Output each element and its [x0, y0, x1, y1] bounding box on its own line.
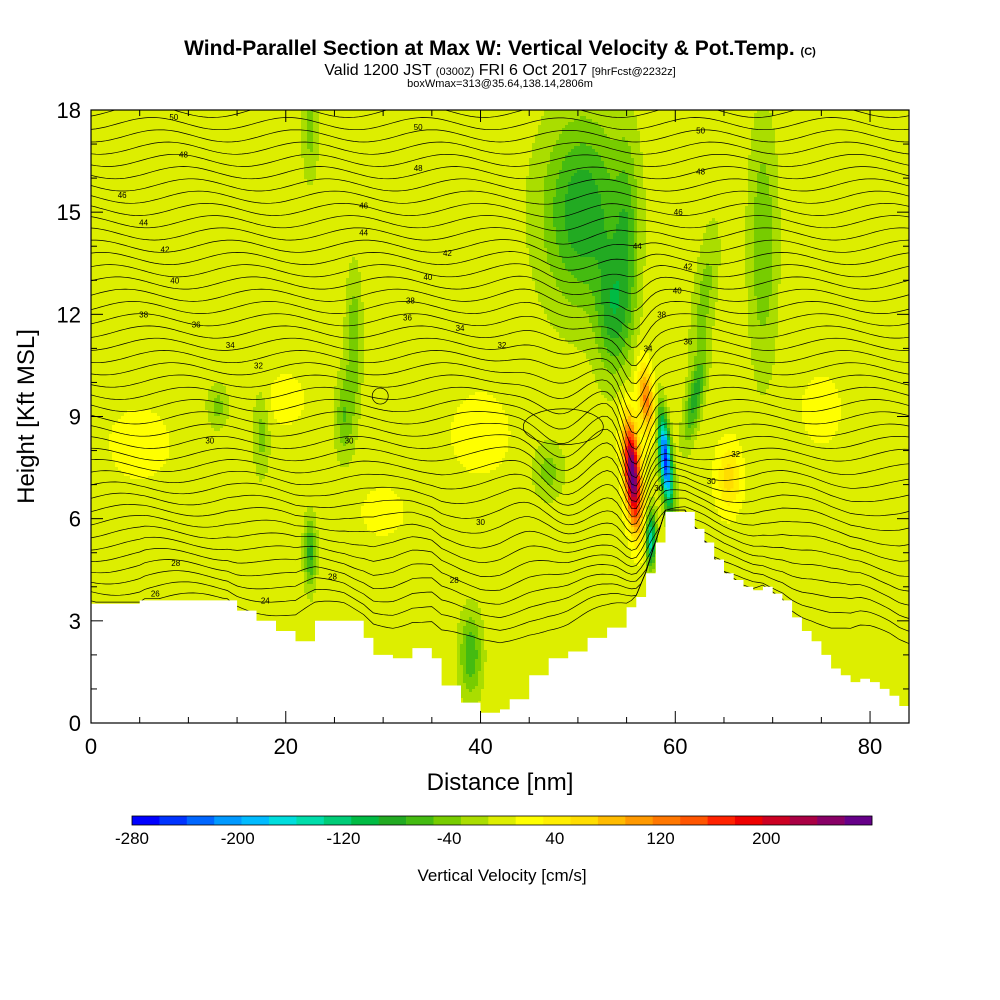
colorbar-tick-label: -200 — [221, 829, 255, 848]
colorbar-swatch — [762, 816, 790, 825]
colorbar-swatch — [324, 816, 352, 825]
colorbar-tick-label: -40 — [437, 829, 462, 848]
contour-label: 26 — [151, 590, 160, 599]
contour-label: 44 — [139, 218, 148, 227]
y-tick-label: 3 — [69, 609, 81, 634]
colorbar-swatch — [351, 816, 379, 825]
colorbar-swatch — [543, 816, 571, 825]
contour-label: 40 — [170, 276, 179, 285]
contour-label: 46 — [674, 208, 683, 217]
colorbar-swatch — [680, 816, 708, 825]
contour-label: 30 — [476, 518, 485, 527]
contour-label: 30 — [654, 484, 663, 493]
contour-label: 48 — [179, 150, 188, 159]
y-tick-label: 18 — [57, 98, 81, 123]
colorbar-swatch — [845, 816, 873, 825]
colorbar-tick-label: 120 — [646, 829, 674, 848]
contour-label: 36 — [192, 321, 201, 330]
contour-label: 42 — [161, 246, 170, 255]
contour-label: 46 — [359, 201, 368, 210]
contour-label: 30 — [707, 477, 716, 486]
contour-label: 44 — [633, 242, 642, 251]
contour-label: 34 — [456, 324, 465, 333]
y-tick-label: 6 — [69, 507, 81, 532]
contour-label: 46 — [118, 191, 127, 200]
colorbar-swatch — [132, 816, 160, 825]
colorbar-swatch — [187, 816, 215, 825]
contour-label: 42 — [443, 249, 452, 258]
contour-label: 30 — [345, 436, 354, 445]
chart-svg: 5048464442403836343230 302828262450484644… — [0, 0, 1000, 1000]
colorbar-swatch — [516, 816, 544, 825]
x-tick-label: 80 — [858, 734, 882, 759]
contour-label: 50 — [169, 113, 178, 122]
contour-label: 40 — [673, 286, 682, 295]
y-tick-label: 12 — [57, 302, 81, 327]
x-tick-label: 20 — [274, 734, 298, 759]
contour-label: 28 — [171, 559, 180, 568]
colorbar-tick-label: -120 — [326, 829, 360, 848]
colorbar-swatch — [817, 816, 845, 825]
contour-label: 32 — [497, 341, 506, 350]
contour-label: 32 — [731, 450, 740, 459]
colorbar-swatch — [242, 816, 270, 825]
colorbar-swatch — [790, 816, 818, 825]
y-tick-label: 0 — [69, 711, 81, 736]
colorbar-swatch — [625, 816, 653, 825]
colorbar-tick-label: 200 — [752, 829, 780, 848]
y-tick-label: 9 — [69, 405, 81, 430]
colorbar-swatch — [406, 816, 434, 825]
y-axis-title: Height [Kft MSL] — [13, 329, 40, 504]
contour-label: 36 — [683, 338, 692, 347]
contour-label: 42 — [683, 263, 692, 272]
colorbar-swatch — [461, 816, 489, 825]
contour-label: 48 — [414, 164, 423, 173]
contour-label: 24 — [261, 596, 270, 605]
colorbar-swatch — [159, 816, 187, 825]
contour-label: 28 — [328, 573, 337, 582]
contour-label: 48 — [696, 167, 705, 176]
x-tick-label: 40 — [468, 734, 492, 759]
colorbar-swatch — [296, 816, 324, 825]
colorbar-swatch — [269, 816, 297, 825]
contour-label: 50 — [696, 126, 705, 135]
colorbar-swatch — [488, 816, 516, 825]
y-tick-label: 15 — [57, 200, 81, 225]
contour-label: 38 — [406, 297, 415, 306]
contour-label: 40 — [423, 273, 432, 282]
contour-label: 28 — [450, 576, 459, 585]
colorbar-tick-label: 40 — [545, 829, 564, 848]
colorbar-swatch — [214, 816, 242, 825]
colorbar-swatch — [735, 816, 763, 825]
contour-label: 30 — [205, 436, 214, 445]
contour-label: 34 — [644, 344, 653, 353]
colorbar-swatch — [708, 816, 736, 825]
contour-label: 38 — [657, 310, 666, 319]
colorbar-tick-label: -280 — [115, 829, 149, 848]
colorbar-swatch — [571, 816, 599, 825]
contour-label: 38 — [139, 310, 148, 319]
colorbar-title: Vertical Velocity [cm/s] — [417, 866, 586, 885]
x-axis-title: Distance [nm] — [427, 769, 574, 796]
x-tick-label: 0 — [85, 734, 97, 759]
colorbar-swatch — [379, 816, 407, 825]
colorbar-swatch — [433, 816, 461, 825]
colorbar-swatch — [653, 816, 681, 825]
contour-label: 50 — [414, 123, 423, 132]
colorbar-swatch — [598, 816, 626, 825]
contour-label: 44 — [359, 229, 368, 238]
x-tick-label: 60 — [663, 734, 687, 759]
contour-label: 36 — [403, 314, 412, 323]
contour-label: 34 — [226, 341, 235, 350]
contour-label: 32 — [254, 361, 263, 370]
